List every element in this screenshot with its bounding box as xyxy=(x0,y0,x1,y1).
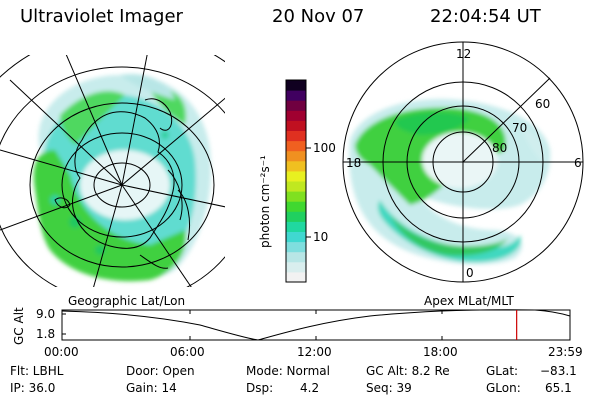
mlat-label-80: 80 xyxy=(492,141,508,155)
colorbar-label-10: 10 xyxy=(313,230,329,244)
colorbar-swatch xyxy=(286,261,306,273)
info-seq: Seq: 39 xyxy=(366,381,412,395)
colorbar-swatch xyxy=(286,90,306,101)
colorbar-swatch xyxy=(286,201,306,212)
info-mode: Mode: Normal xyxy=(246,364,330,378)
alt-xtick-0000: 00:00 xyxy=(44,345,79,359)
colorbar-swatch xyxy=(286,110,306,121)
colorbar-swatch xyxy=(286,100,306,111)
geographic-map xyxy=(0,55,225,287)
alt-xtick-2359: 23:59 xyxy=(548,345,583,359)
info-glon-value: 65.1 xyxy=(545,381,572,395)
colorbar-swatch xyxy=(286,221,306,232)
info-door: Door: Open xyxy=(126,364,195,378)
alt-xtick-1800: 18:00 xyxy=(423,345,458,359)
colorbar-swatch xyxy=(286,130,306,142)
alt-xtick-0600: 06:00 xyxy=(170,345,205,359)
colorbar-swatch xyxy=(286,181,306,192)
colorbar-frame xyxy=(285,79,307,283)
colorbar-units: photon cm⁻²s⁻¹ xyxy=(258,155,272,248)
alt-ylabel: GC Alt xyxy=(12,307,26,345)
mlt-label-18: 18 xyxy=(346,156,362,170)
observation-time: 22:04:54 UT xyxy=(430,6,541,27)
info-glon-label: GLon: xyxy=(486,381,521,395)
colorbar-swatch xyxy=(286,241,306,253)
colorbar-swatch xyxy=(286,160,306,172)
info-dsp-label: Dsp: xyxy=(246,381,274,395)
colorbar-swatch xyxy=(286,120,306,131)
altitude-curve xyxy=(61,309,571,341)
info-glat-value: −83.1 xyxy=(540,364,577,378)
mlt-label-6: 6 xyxy=(574,156,582,170)
alt-xtick-1200: 12:00 xyxy=(297,345,332,359)
colorbar-label-100: 100 xyxy=(313,141,336,155)
colorbar-swatch xyxy=(286,191,306,202)
colorbar xyxy=(285,79,307,283)
colorbar-swatch xyxy=(286,251,306,263)
info-ip: IP: 36.0 xyxy=(10,381,56,395)
colorbar-swatch xyxy=(286,170,306,182)
info-gain: Gain: 14 xyxy=(126,381,177,395)
geographic-caption: Geographic Lat/Lon xyxy=(68,294,186,308)
instrument-title: Ultraviolet Imager xyxy=(20,6,183,27)
info-filter: Flt: LBHL xyxy=(10,364,64,378)
apex-caption: Apex MLat/MLT xyxy=(424,294,514,308)
mlt-label-12: 12 xyxy=(456,47,472,61)
colorbar-swatch xyxy=(286,271,306,283)
colorbar-swatch xyxy=(286,140,306,152)
observation-date: 20 Nov 07 xyxy=(272,6,365,27)
mlat-label-60: 60 xyxy=(535,97,551,111)
alt-ytick-1-8: 1.8 xyxy=(36,327,56,341)
info-gc-alt: GC Alt: 8.2 Re xyxy=(366,364,450,378)
polar-grid xyxy=(342,41,584,283)
colorbar-swatch xyxy=(286,80,306,91)
altitude-plot xyxy=(61,309,571,341)
mlat-label-70: 70 xyxy=(512,121,528,135)
colorbar-swatch xyxy=(286,211,306,222)
mlt-label-0: 0 xyxy=(466,266,474,280)
info-glat-label: GLat: xyxy=(486,364,519,378)
alt-ytick-9: 9.0 xyxy=(36,307,56,321)
colorbar-swatch xyxy=(286,150,306,162)
colorbar-swatch xyxy=(286,231,306,243)
info-dsp-value: 4.2 xyxy=(300,381,320,395)
